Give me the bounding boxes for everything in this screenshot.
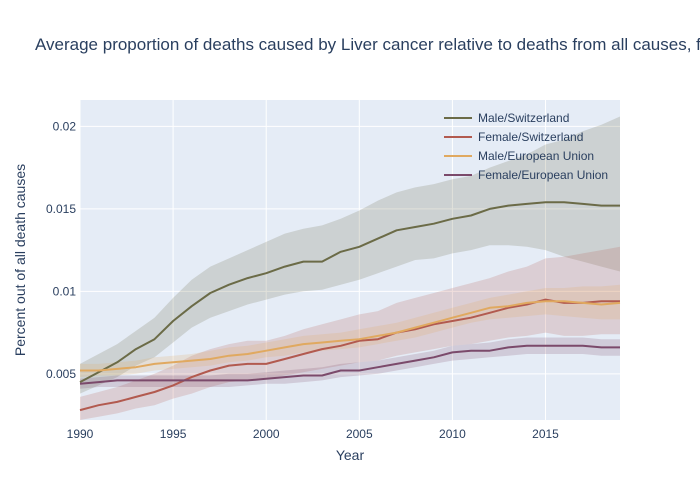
y-tick-label: 0.01 xyxy=(53,284,77,298)
y-axis-ticks: 0.005 0.01 0.015 0.02 xyxy=(46,119,76,380)
band-male-switzerland xyxy=(80,116,620,394)
x-axis-title: Year xyxy=(336,447,365,463)
legend[interactable]: Male/Switzerland Female/Switzerland Male/E… xyxy=(444,111,608,182)
x-tick-label: 2010 xyxy=(439,427,466,441)
line-female-european-union xyxy=(79,344,620,385)
y-axis-title: Percent out of all death causes xyxy=(12,164,28,356)
plot-area xyxy=(80,100,620,420)
chart-title: Average proportion of deaths caused by L… xyxy=(35,35,700,54)
legend-item-female-european-union[interactable]: Female/European Union xyxy=(444,168,608,182)
band-female-switzerland xyxy=(80,246,620,420)
legend-label: Female/European Union xyxy=(478,168,608,182)
legend-item-male-switzerland[interactable]: Male/Switzerland xyxy=(444,111,569,125)
y-tick-label: 0.015 xyxy=(46,202,76,216)
legend-item-male-european-union[interactable]: Male/European Union xyxy=(444,149,594,163)
x-tick-label: 1990 xyxy=(67,427,94,441)
x-tick-label: 2000 xyxy=(253,427,280,441)
x-tick-label: 2005 xyxy=(346,427,373,441)
x-axis-ticks: 1990 1995 2000 2005 2010 2015 xyxy=(67,427,560,441)
legend-label: Male/Switzerland xyxy=(478,111,569,125)
y-tick-label: 0.005 xyxy=(46,367,76,381)
line-female-switzerland xyxy=(79,298,620,412)
confidence-bands xyxy=(80,116,620,420)
legend-label: Male/European Union xyxy=(478,149,594,163)
x-tick-label: 1995 xyxy=(160,427,187,441)
gridlines xyxy=(79,100,620,420)
series-lines xyxy=(79,201,621,412)
band-male-european-union xyxy=(80,284,620,378)
legend-label: Female/Switzerland xyxy=(478,130,583,144)
x-tick-label: 2015 xyxy=(532,427,559,441)
line-male-switzerland xyxy=(79,201,620,383)
y-tick-label: 0.02 xyxy=(53,119,77,133)
line-male-european-union xyxy=(80,300,621,372)
legend-item-female-switzerland[interactable]: Female/Switzerland xyxy=(444,130,583,144)
